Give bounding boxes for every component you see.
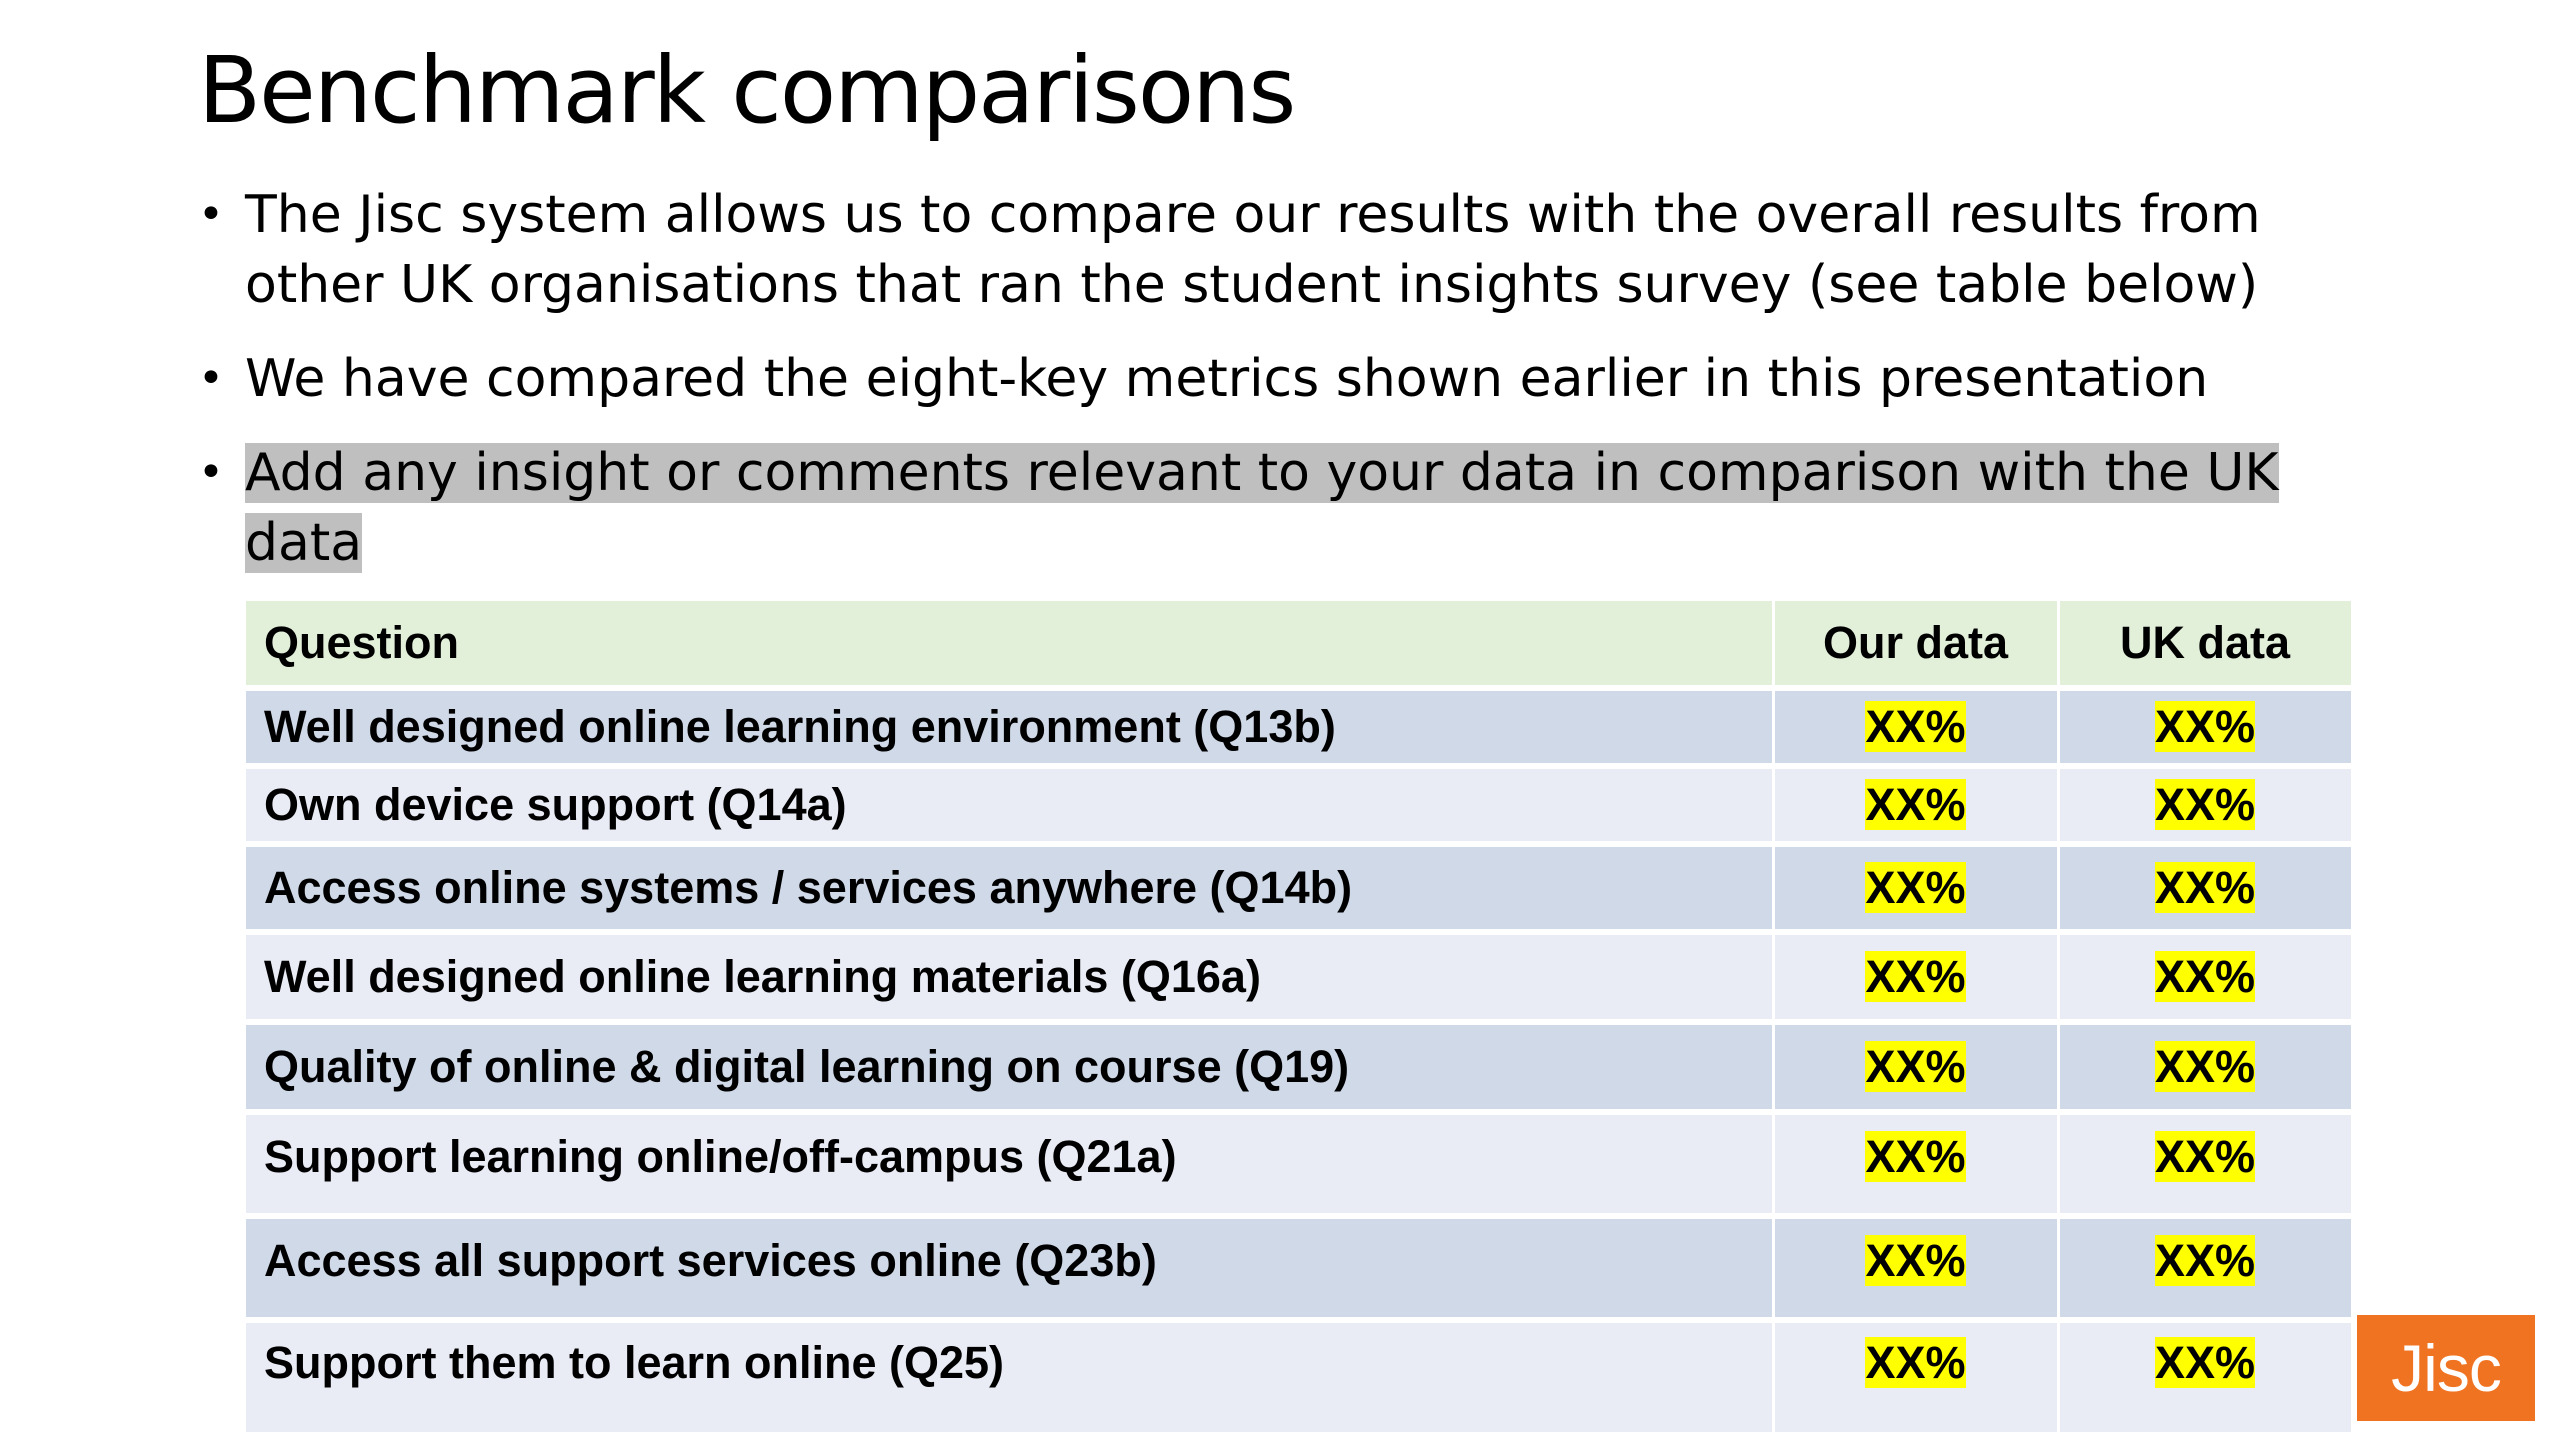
our-data-value: XX% xyxy=(1865,701,1966,752)
table-row: Well designed online learning environmen… xyxy=(246,688,2354,769)
uk-data-value: XX% xyxy=(2154,862,2256,913)
uk-data-cell: XX% xyxy=(2058,844,2354,935)
our-data-value: XX% xyxy=(1865,862,1966,913)
table-row: Own device support (Q14a) XX% XX% xyxy=(246,766,2354,847)
table-row: Access all support services online (Q23b… xyxy=(246,1216,2354,1323)
our-data-cell: XX% xyxy=(1773,932,2060,1025)
our-data-value: XX% xyxy=(1865,951,1966,1002)
uk-data-value: XX% xyxy=(2154,951,2256,1002)
uk-data-cell: XX% xyxy=(2058,1216,2354,1323)
bullet-item: • Add any insight or comments relevant t… xyxy=(198,438,2348,578)
uk-data-value: XX% xyxy=(2154,1041,2256,1092)
bullet-list: • The Jisc system allows us to compare o… xyxy=(198,180,2348,602)
bullet-text: We have compared the eight-key metrics s… xyxy=(245,349,2209,409)
table-row: Support learning online/off-campus (Q21a… xyxy=(246,1112,2354,1219)
uk-data-value: XX% xyxy=(2154,779,2256,830)
our-data-cell: XX% xyxy=(1773,1022,2060,1115)
uk-data-cell: XX% xyxy=(2058,1320,2354,1438)
our-data-cell: XX% xyxy=(1773,844,2060,935)
our-data-value: XX% xyxy=(1865,1131,1966,1182)
question-cell: Access online systems / services anywher… xyxy=(246,844,1775,935)
our-data-value: XX% xyxy=(1865,779,1966,830)
table-row: Access online systems / services anywher… xyxy=(246,844,2354,935)
question-cell: Support learning online/off-campus (Q21a… xyxy=(246,1112,1775,1219)
question-cell: Quality of online & digital learning on … xyxy=(246,1022,1775,1115)
table-row: Well designed online learning materials … xyxy=(246,932,2354,1025)
bullet-glyph: • xyxy=(198,189,224,240)
uk-data-value: XX% xyxy=(2154,701,2256,752)
bullet-glyph: • xyxy=(198,353,224,404)
our-data-cell: XX% xyxy=(1773,1112,2060,1219)
highlighted-bullet-text: Add any insight or comments relevant to … xyxy=(245,443,2279,573)
question-cell: Access all support services online (Q23b… xyxy=(246,1216,1775,1323)
our-data-value: XX% xyxy=(1865,1337,1966,1388)
jisc-logo: Jisc xyxy=(2357,1315,2535,1421)
slide-title: Benchmark comparisons xyxy=(198,37,1296,144)
table-row: Support them to learn online (Q25) XX% X… xyxy=(246,1320,2354,1438)
uk-data-value: XX% xyxy=(2154,1337,2256,1388)
table-row: Quality of online & digital learning on … xyxy=(246,1022,2354,1115)
bullet-item: • The Jisc system allows us to compare o… xyxy=(198,180,2348,320)
uk-data-value: XX% xyxy=(2154,1131,2256,1182)
bullet-item: • We have compared the eight-key metrics… xyxy=(198,344,2348,414)
header-our-data: Our data xyxy=(1773,601,2060,691)
uk-data-cell: XX% xyxy=(2058,766,2354,847)
uk-data-cell: XX% xyxy=(2058,1022,2354,1115)
bullet-text: The Jisc system allows us to compare our… xyxy=(245,185,2261,315)
benchmark-table: Question Our data UK data Well designed … xyxy=(246,601,2354,1438)
our-data-value: XX% xyxy=(1865,1041,1966,1092)
table-header-row: Question Our data UK data xyxy=(246,601,2354,691)
our-data-cell: XX% xyxy=(1773,766,2060,847)
our-data-cell: XX% xyxy=(1773,688,2060,769)
question-cell: Well designed online learning materials … xyxy=(246,932,1775,1025)
uk-data-value: XX% xyxy=(2154,1235,2256,1286)
uk-data-cell: XX% xyxy=(2058,1112,2354,1219)
uk-data-cell: XX% xyxy=(2058,688,2354,769)
our-data-value: XX% xyxy=(1865,1235,1966,1286)
header-question: Question xyxy=(246,601,1775,691)
bullet-glyph: • xyxy=(198,447,224,498)
our-data-cell: XX% xyxy=(1773,1320,2060,1438)
question-cell: Own device support (Q14a) xyxy=(246,766,1775,847)
header-uk-data: UK data xyxy=(2058,601,2354,691)
uk-data-cell: XX% xyxy=(2058,932,2354,1025)
question-cell: Support them to learn online (Q25) xyxy=(246,1320,1775,1438)
question-cell: Well designed online learning environmen… xyxy=(246,688,1775,769)
our-data-cell: XX% xyxy=(1773,1216,2060,1323)
